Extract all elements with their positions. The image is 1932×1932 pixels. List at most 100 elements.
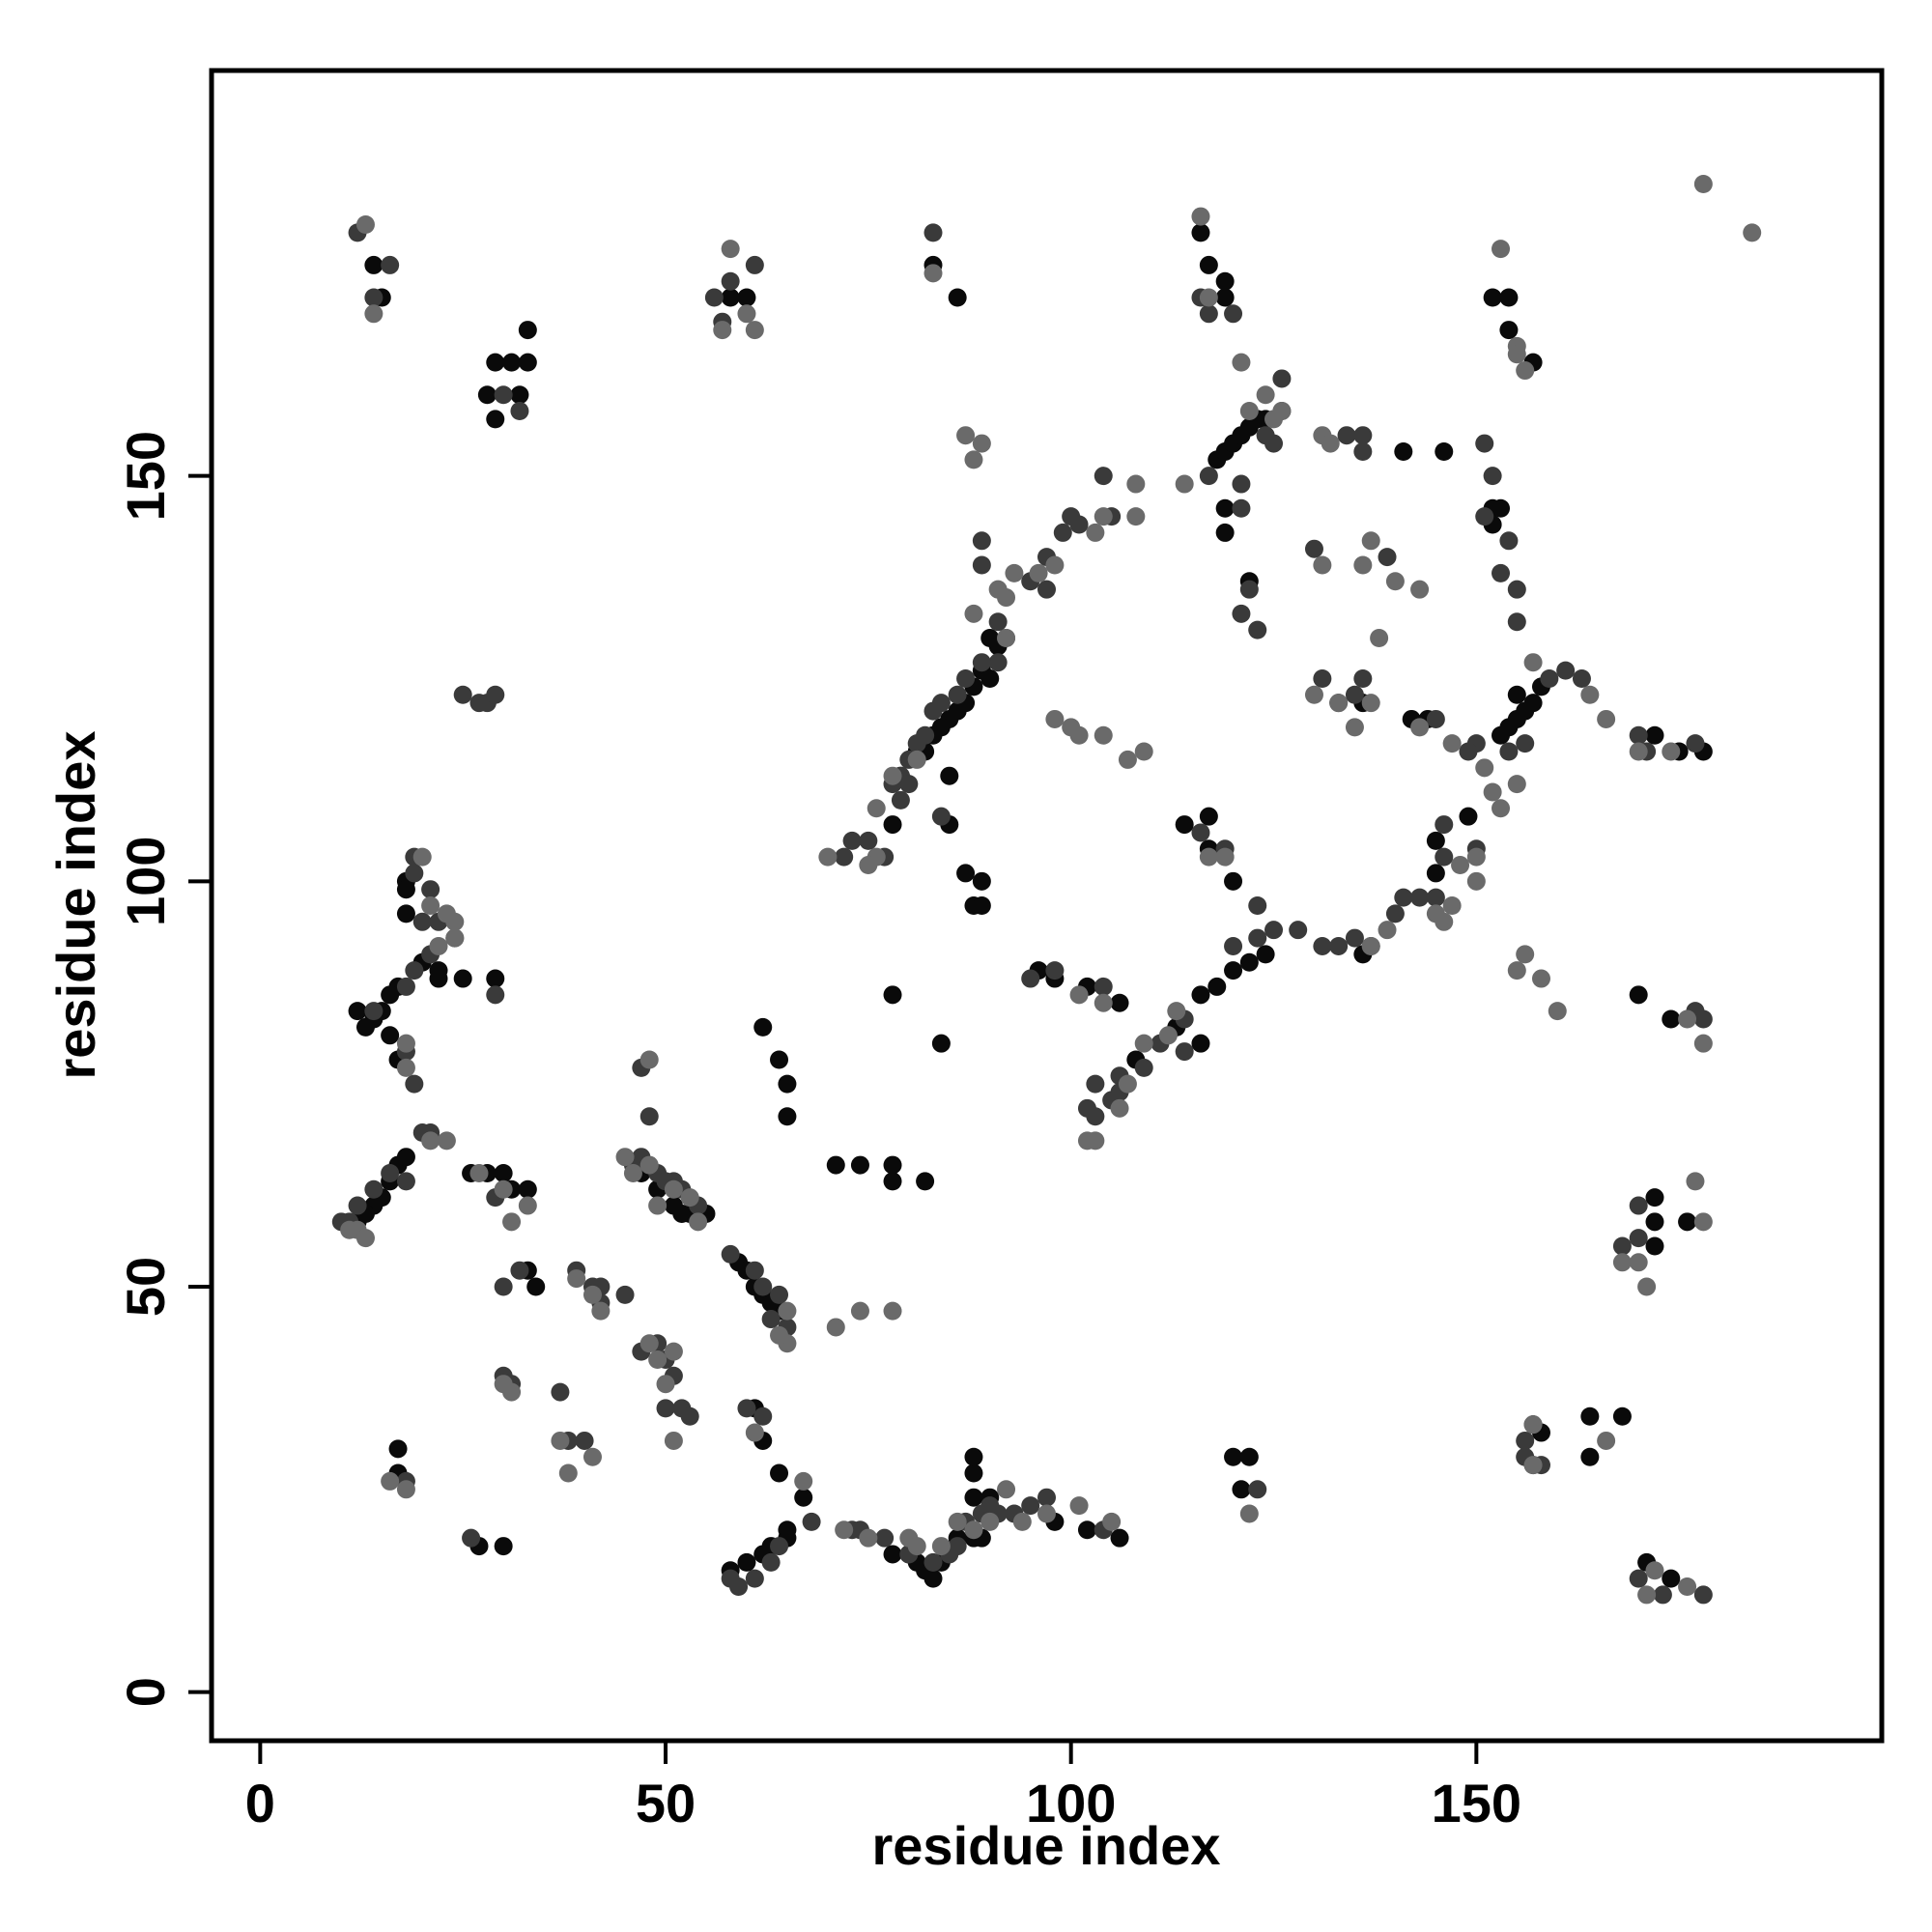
contact-point xyxy=(1693,1212,1713,1232)
contact-point xyxy=(923,264,943,283)
contact-point xyxy=(1629,1229,1648,1248)
contact-point xyxy=(835,1520,854,1540)
contact-point xyxy=(794,1488,813,1507)
x-tick-label: 100 xyxy=(1026,1773,1116,1833)
contact-point xyxy=(931,807,951,826)
contact-point xyxy=(997,629,1016,648)
contact-point xyxy=(850,1301,869,1321)
contact-point xyxy=(445,928,465,948)
contact-point xyxy=(1329,694,1349,713)
contact-point xyxy=(1337,426,1356,445)
contact-point xyxy=(1134,1034,1153,1053)
contact-point xyxy=(1516,1431,1535,1450)
contact-point xyxy=(1492,240,1511,259)
contact-point xyxy=(988,612,1008,632)
contact-point xyxy=(1629,725,1648,745)
contact-point xyxy=(1645,1561,1664,1580)
contact-point xyxy=(761,1552,781,1572)
contact-point xyxy=(1208,977,1227,996)
contact-point xyxy=(469,1163,489,1182)
contact-point xyxy=(1743,223,1762,242)
x-tick-label: 0 xyxy=(245,1773,275,1833)
contact-point xyxy=(916,1172,935,1191)
contact-point xyxy=(883,815,902,835)
contact-point xyxy=(1094,725,1113,745)
contact-point xyxy=(1313,668,1332,688)
contact-point xyxy=(1612,1253,1632,1272)
contact-point xyxy=(1118,750,1137,769)
contact-point xyxy=(494,1537,513,1556)
contact-point xyxy=(1224,871,1243,891)
contact-point xyxy=(1499,288,1519,307)
contact-point xyxy=(1045,709,1065,728)
contact-point xyxy=(1264,921,1284,940)
contact-point xyxy=(1612,1406,1632,1426)
contact-point xyxy=(1045,961,1065,980)
contact-point xyxy=(1531,969,1550,988)
contact-point xyxy=(948,288,967,307)
contact-point xyxy=(518,1196,537,1215)
contact-point xyxy=(1426,709,1445,728)
contact-point xyxy=(396,880,415,899)
contact-point xyxy=(1069,985,1089,1005)
contact-point xyxy=(1662,1569,1681,1588)
contact-point xyxy=(980,668,1000,688)
contact-point xyxy=(1248,1480,1267,1499)
contact-point xyxy=(1516,361,1535,381)
contact-point xyxy=(1345,685,1364,704)
contact-point xyxy=(794,1471,813,1491)
contact-point xyxy=(421,880,440,899)
contact-point xyxy=(412,912,432,931)
contact-point xyxy=(1507,775,1526,794)
contact-point xyxy=(713,321,732,340)
contact-point xyxy=(1232,604,1251,623)
contact-point xyxy=(1361,531,1380,551)
contact-point xyxy=(405,1074,424,1094)
contact-point xyxy=(664,1342,683,1361)
contact-point xyxy=(1475,758,1494,778)
contact-point xyxy=(1435,847,1454,867)
contact-point xyxy=(1037,1488,1056,1507)
contact-point xyxy=(1361,936,1380,955)
contact-point xyxy=(1199,847,1218,867)
contact-point xyxy=(745,255,764,274)
contact-point xyxy=(988,580,1008,599)
contact-point xyxy=(835,847,854,867)
contact-point xyxy=(1492,498,1511,518)
contact-point xyxy=(1313,555,1332,575)
contact-point xyxy=(1426,864,1445,883)
contact-point xyxy=(1459,807,1478,826)
contact-point xyxy=(1516,734,1535,753)
contact-point xyxy=(510,1261,529,1280)
contact-point xyxy=(899,775,919,794)
contact-point xyxy=(1224,304,1243,324)
contact-point xyxy=(1451,856,1470,875)
contact-point xyxy=(502,1212,522,1232)
contact-point xyxy=(1321,434,1340,453)
contact-point xyxy=(1224,961,1243,980)
contact-point xyxy=(1645,1212,1664,1232)
contact-point xyxy=(1045,555,1065,575)
contact-point xyxy=(518,1179,537,1199)
contact-point xyxy=(1086,523,1105,542)
contact-point xyxy=(729,1577,749,1597)
contact-point xyxy=(1021,1496,1040,1516)
contact-point xyxy=(1232,474,1251,494)
contact-point xyxy=(381,1163,400,1182)
contact-point xyxy=(1483,288,1502,307)
contact-point xyxy=(956,668,976,688)
contact-point xyxy=(639,1107,659,1126)
contact-point xyxy=(1199,467,1218,486)
contact-point xyxy=(721,240,740,259)
contact-point xyxy=(778,1301,797,1321)
contact-point xyxy=(1199,255,1218,274)
contact-point xyxy=(364,288,384,307)
contact-point xyxy=(1629,985,1648,1005)
contact-point xyxy=(1215,271,1235,291)
contact-point xyxy=(680,1406,699,1426)
contact-point xyxy=(1353,668,1373,688)
contact-point xyxy=(770,1285,789,1304)
contact-point xyxy=(396,977,415,996)
contact-point xyxy=(1394,888,1413,907)
contact-point xyxy=(1499,321,1519,340)
